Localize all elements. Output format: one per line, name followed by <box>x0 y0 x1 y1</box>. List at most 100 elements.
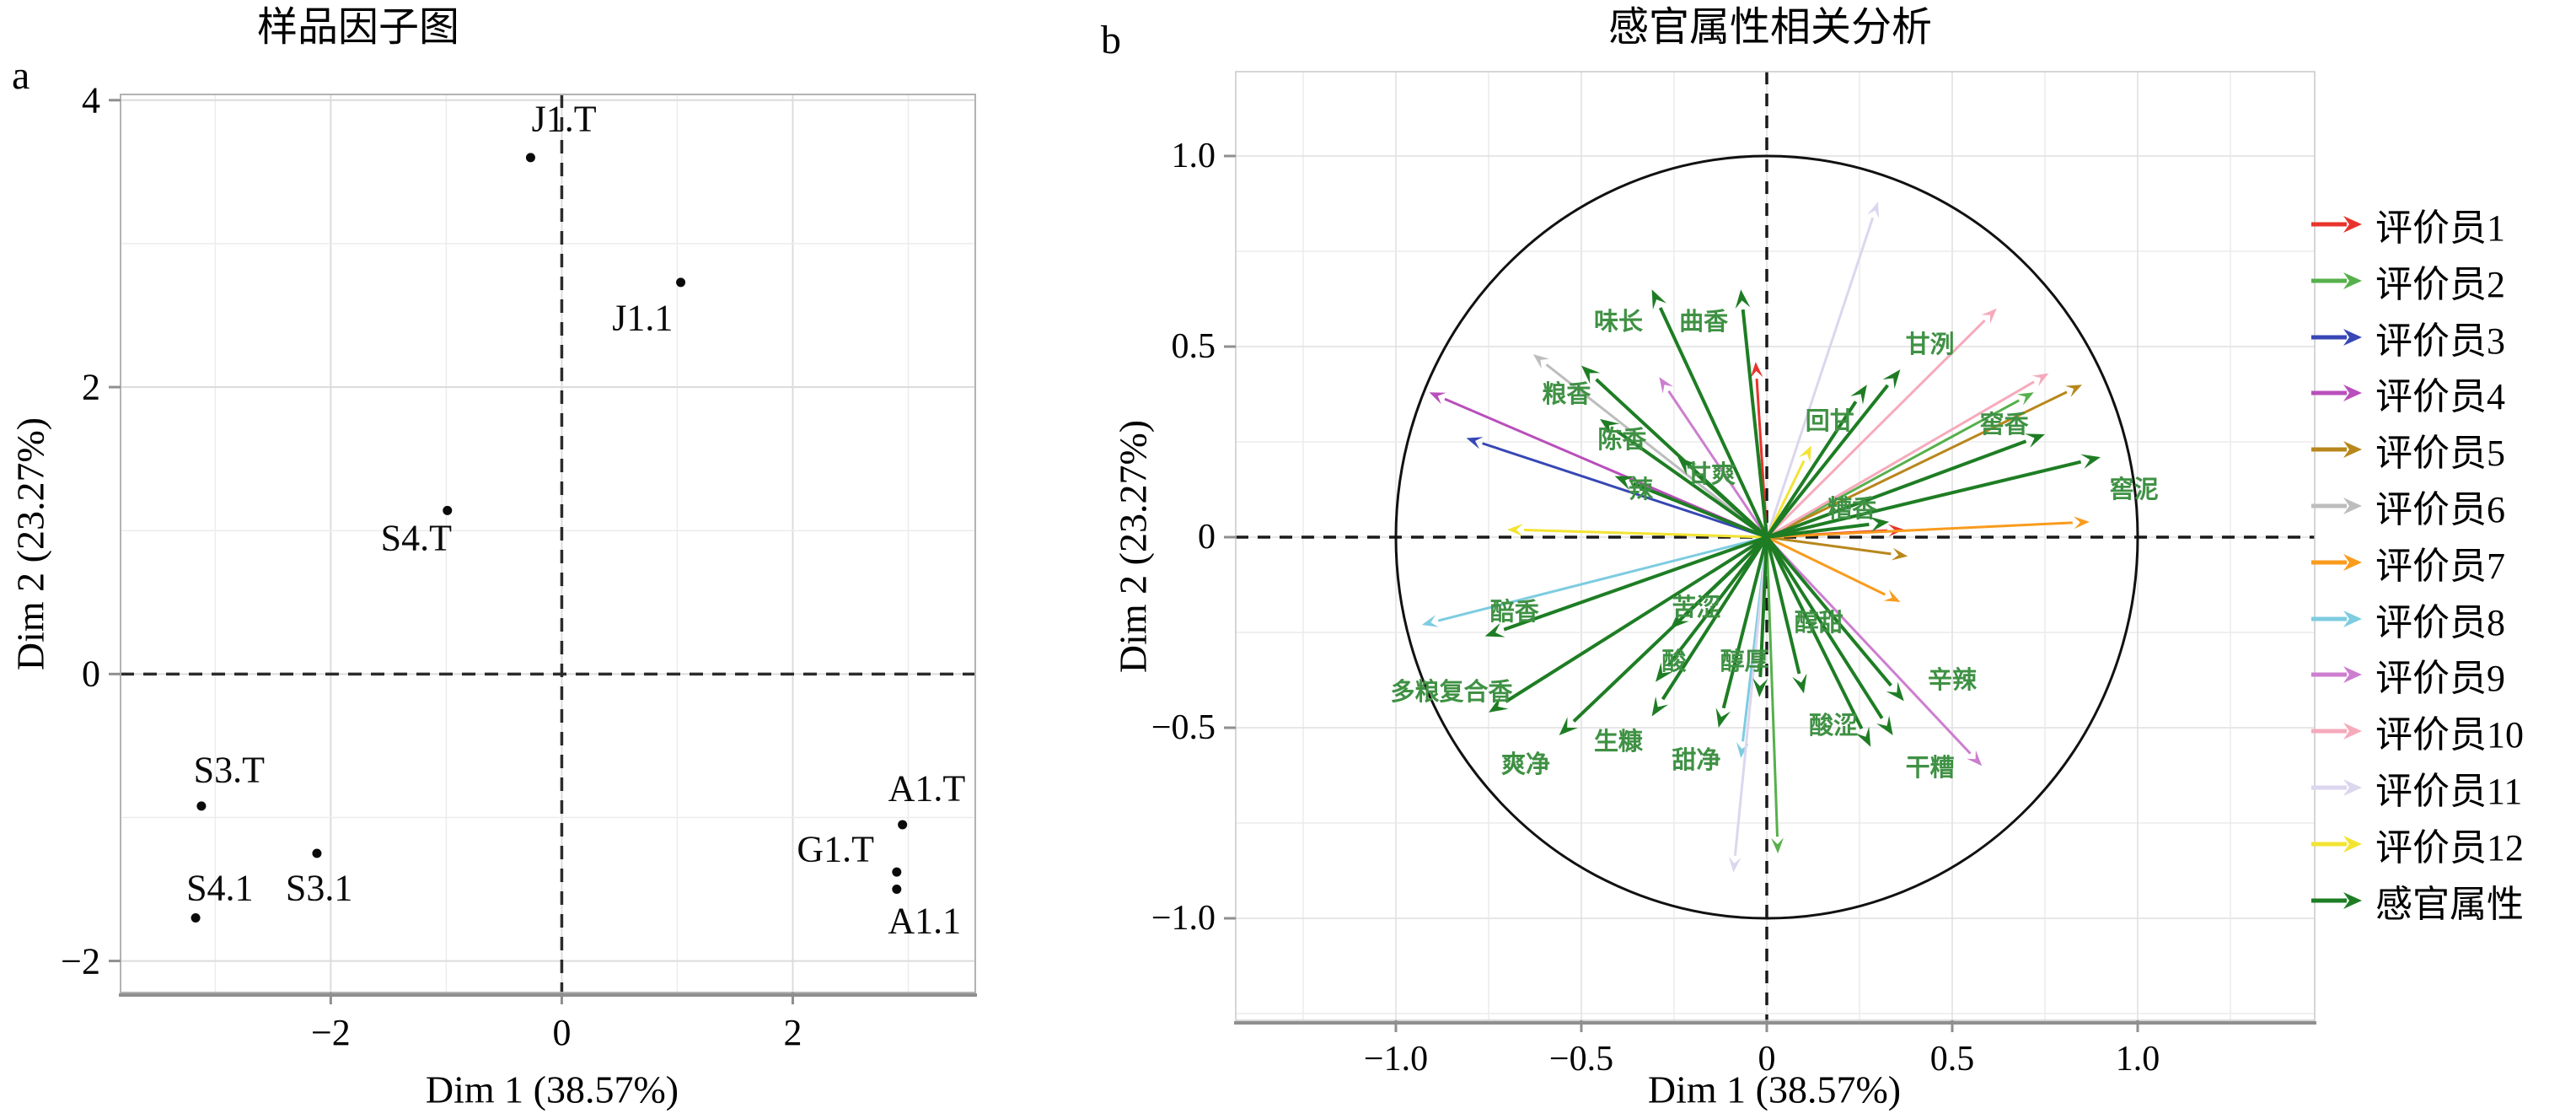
attribute-arrow-酸 <box>1666 535 1768 667</box>
data-point-label: S3.1 <box>285 867 353 909</box>
legend-item: 评价员6 <box>2310 486 2505 530</box>
evaluator-arrow-评价员5 <box>1766 535 1892 556</box>
attribute-label: 多粮复合香 <box>1390 678 1513 706</box>
attribute-arrow-窖香-head <box>2025 433 2045 449</box>
y-tick-label: 0 <box>1198 518 1216 557</box>
attribute-arrow-回甘-head <box>1850 385 1867 405</box>
attribute-label: 辛辣 <box>1927 667 1978 695</box>
legend-item: 评价员10 <box>2310 711 2524 756</box>
legend-item: 评价员1 <box>2310 204 2505 249</box>
evaluator-arrow-评价员12-head <box>1799 445 1811 463</box>
evaluator-arrow-评价员7 <box>1766 521 2073 539</box>
legend-arrow-icon <box>2311 328 2362 346</box>
y-tick-label: 1.0 <box>1171 137 1216 175</box>
data-point-S4.T <box>443 505 453 515</box>
legend-item: 感官属性 <box>2310 880 2524 925</box>
attribute-label: 甘洌 <box>1905 331 1955 359</box>
attribute-arrow-味长 <box>1658 307 1768 538</box>
legend-arrow-icon <box>2311 891 2362 909</box>
legend-arrow-icon <box>2311 610 2362 627</box>
legend-item: 评价员3 <box>2310 317 2505 362</box>
evaluator-arrow-评价员11-head <box>1728 856 1741 873</box>
attribute-arrow-窖泥-head <box>2080 454 2101 469</box>
panel-b-border <box>1235 71 2316 1021</box>
legend-item: 评价员4 <box>2310 373 2505 417</box>
data-point-S3.T <box>196 801 207 811</box>
attribute-label: 窖泥 <box>2109 476 2159 504</box>
attribute-arrow-甜净 <box>1721 536 1768 709</box>
attribute-label: 窖香 <box>1979 412 2029 439</box>
data-point-label: S4.1 <box>186 867 254 909</box>
attribute-arrow-辣-head <box>1614 476 1635 491</box>
evaluator-arrow-评价员10-head <box>1981 308 1997 325</box>
evaluator-arrow-评价员5-head <box>1891 547 1908 561</box>
attribute-arrow-生糠-head <box>1651 696 1669 717</box>
attribute-label: 糟香 <box>1827 495 1877 523</box>
panel-b-tag: b <box>1101 18 1121 62</box>
evaluator-arrow-评价员9-head <box>1967 750 1983 767</box>
attribute-arrow-甘洌-head <box>1882 369 1901 390</box>
legend-item-label: 评价员6 <box>2375 489 2505 530</box>
legend-item: 评价员5 <box>2310 429 2505 474</box>
evaluator-arrow-评价员7-head <box>1883 589 1901 602</box>
legend-item-label: 评价员8 <box>2375 601 2505 643</box>
attribute-arrow-曲香-head <box>1735 289 1751 309</box>
data-point-label: J1.T <box>531 98 597 140</box>
attribute-arrow-醇甜 <box>1765 536 1801 675</box>
attribute-label: 甘爽 <box>1686 461 1736 489</box>
panel-b-xaxis-label: Dim 1 (38.57%) <box>1647 1068 1902 1111</box>
legend-item-label: 评价员3 <box>2375 320 2505 362</box>
attribute-arrow-曲香 <box>1741 309 1768 538</box>
attribute-arrow-多粮复合香-head <box>1489 696 1509 713</box>
attribute-label: 醇甜 <box>1794 610 1843 638</box>
panel-b-title: 感官属性相关分析 <box>1607 5 1933 50</box>
data-point-label: A1.T <box>888 767 966 810</box>
legend-item-label: 评价员2 <box>2375 263 2505 305</box>
attribute-label: 陈香 <box>1597 427 1647 455</box>
attribute-arrow-苦涩-head <box>1670 610 1689 629</box>
legend-arrow-icon <box>2311 498 2362 514</box>
attribute-label: 酸涩 <box>1809 713 1859 740</box>
evaluator-arrow-评价员2 <box>1765 536 1779 837</box>
attribute-arrow-酸涩-head <box>1876 715 1893 736</box>
evaluator-arrow-评价员7-head <box>2073 516 2090 530</box>
legend-item: 评价员8 <box>2310 599 2505 643</box>
attribute-arrow-甜净-head <box>1715 707 1731 728</box>
evaluator-arrow-评价员10-head <box>2031 373 2049 387</box>
legend-item: 评价员12 <box>2310 824 2524 869</box>
evaluator-arrow-评价员1-head <box>1750 362 1763 379</box>
legend-item-label: 评价员4 <box>2375 376 2505 418</box>
evaluator-arrow-评价员11 <box>1733 536 1768 857</box>
evaluator-arrow-评价员5-head <box>2065 385 2082 397</box>
y-tick-label: −2 <box>61 940 100 982</box>
data-point-label: S4.T <box>380 517 452 559</box>
y-tick-label: 0.5 <box>1171 327 1216 366</box>
evaluator-arrow-评价员12-head <box>1507 524 1523 536</box>
attribute-label: 醅香 <box>1489 598 1539 626</box>
evaluator-arrow-评价员3-head <box>1466 437 1484 449</box>
legend-arrow-icon <box>2311 779 2362 796</box>
legend-item: 评价员11 <box>2310 767 2522 812</box>
evaluator-arrow-评价员9-head <box>1659 377 1673 394</box>
attribute-label: 生糠 <box>1593 728 1644 756</box>
legend-item-label: 评价员5 <box>2375 433 2505 475</box>
legend-item-label: 评价员12 <box>2375 826 2524 869</box>
data-point-J1.T <box>525 153 535 163</box>
evaluator-arrow-评价员10 <box>1765 319 1986 539</box>
attribute-arrow-酸-head <box>1656 662 1673 682</box>
evaluator-arrow-评价员8 <box>1437 535 1768 622</box>
correlation-circle <box>1394 154 2139 920</box>
attribute-arrow-甘爽-head <box>1677 457 1697 476</box>
data-point-label: J1.1 <box>612 297 674 339</box>
data-point-A1.T <box>898 820 908 830</box>
x-tick-label: 1.0 <box>2115 1040 2160 1079</box>
attribute-label: 回甘 <box>1805 407 1854 435</box>
attribute-label: 苦涩 <box>1672 594 1721 622</box>
evaluator-arrow-评价员7 <box>1766 535 1886 596</box>
attribute-arrow-糟香-head <box>1869 516 1890 532</box>
legend-item: 评价员2 <box>2310 261 2505 305</box>
legend-arrow-icon <box>2311 666 2362 684</box>
attribute-label: 味长 <box>1593 309 1644 336</box>
data-point-A1.1 <box>892 885 902 895</box>
